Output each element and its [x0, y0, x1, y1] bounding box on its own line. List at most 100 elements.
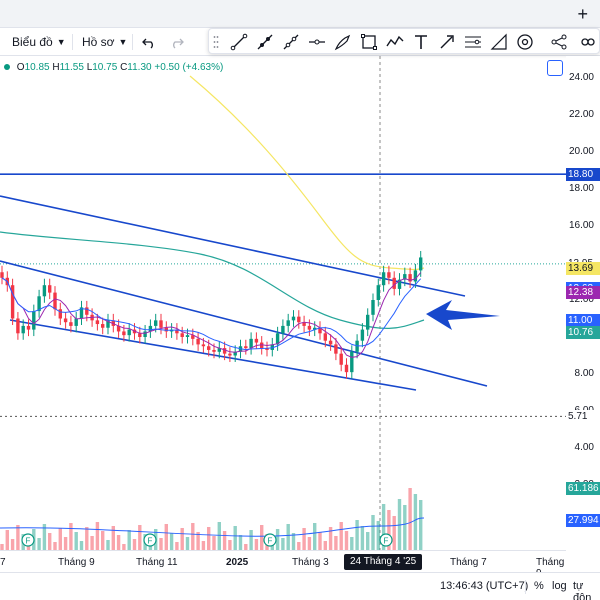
volume-bar	[175, 542, 179, 550]
candle-body	[79, 307, 84, 319]
candle-body	[313, 327, 317, 330]
candle-body	[74, 318, 78, 326]
candle-body	[413, 270, 418, 282]
volume-bar	[397, 499, 402, 550]
candle-body	[350, 351, 354, 373]
volume-bar	[355, 520, 359, 550]
volume-bar	[191, 523, 195, 550]
target-icon[interactable]	[515, 32, 535, 52]
more-icon[interactable]	[577, 32, 597, 52]
time-axis[interactable]: 7 Tháng 9 Tháng 11 2025 Tháng 3 Tháng 7 …	[0, 550, 566, 579]
clock-label: 13:46:43 (UTC+7)	[440, 580, 529, 592]
time-label: Tháng 3	[292, 557, 329, 568]
price-axis[interactable]: 24.0022.0020.0018.0016.0014.0012.0010.00…	[566, 56, 600, 550]
volume-bar	[334, 536, 338, 550]
status-dot-icon	[4, 64, 10, 71]
bottom-divider	[525, 580, 526, 594]
candle-body	[228, 353, 232, 356]
price-badge: 27.994	[566, 514, 600, 527]
candle-body	[397, 279, 402, 289]
log-toggle[interactable]: log	[552, 580, 567, 592]
cursor-date-label: 24 Tháng 4 '25	[344, 554, 423, 570]
price-tick-label: 18.00	[568, 183, 594, 194]
candle-body	[53, 292, 57, 310]
price-badge: 10.76	[566, 325, 600, 339]
share-icon[interactable]	[549, 32, 569, 52]
rectangle-icon[interactable]	[359, 32, 379, 52]
price-badge: 61.186	[566, 482, 600, 495]
candle-body	[58, 309, 62, 319]
horizontal-ray-icon[interactable]	[307, 32, 327, 52]
candle-body	[387, 272, 391, 278]
candle-body	[270, 344, 274, 350]
measure-icon[interactable]	[489, 32, 509, 52]
candle-body	[63, 318, 68, 323]
volume-bar	[212, 536, 216, 550]
candle-body	[249, 338, 253, 349]
auto-toggle[interactable]: tự độn	[573, 580, 592, 600]
bottom-bar: 13:46:43 (UTC+7) % log tự độn	[0, 572, 600, 600]
volume-bar	[53, 542, 57, 550]
chevron-down-icon: ▼	[56, 37, 66, 47]
candle-body	[32, 311, 36, 330]
volume-bar	[403, 505, 407, 550]
undo-button[interactable]	[142, 32, 156, 52]
channel-upper-line	[0, 195, 466, 297]
candle-body	[106, 320, 110, 328]
volume-bar	[302, 528, 306, 550]
candle-body	[403, 274, 407, 280]
volume-bar	[297, 542, 301, 550]
event-marker-icon	[379, 533, 393, 547]
ray-icon[interactable]	[255, 32, 275, 52]
candle-body	[318, 327, 322, 334]
volume-bar	[201, 541, 206, 550]
drag-handle-icon[interactable]	[213, 35, 219, 49]
open-value: 10.85	[24, 62, 50, 73]
path-icon[interactable]	[385, 32, 405, 52]
drawing-toolbar	[208, 28, 600, 54]
trend-line-icon[interactable]	[229, 32, 249, 52]
profile-button[interactable]: Hồ sơ ▼	[82, 32, 127, 52]
brush-icon[interactable]	[333, 32, 353, 52]
volume-bar	[360, 526, 365, 550]
event-marker-icon	[21, 533, 35, 547]
high-value: 11.55	[59, 62, 84, 73]
text-icon[interactable]	[411, 32, 431, 52]
parallel-channel-icon[interactable]	[463, 32, 483, 52]
candle-body	[138, 333, 142, 337]
volume-bar	[249, 530, 253, 550]
volume-bar	[328, 527, 333, 550]
time-label: Tháng 9	[58, 557, 95, 568]
moving-average-yellow	[189, 75, 425, 271]
volume-bar	[122, 544, 126, 550]
volume-bar	[79, 541, 84, 550]
time-label: 7	[0, 557, 6, 568]
change-value: +0.50 (+4.63%)	[154, 62, 224, 73]
candle-body	[281, 325, 285, 334]
moving-average-purple	[1, 272, 422, 358]
arrow-icon[interactable]	[437, 32, 457, 52]
volume-bar	[217, 522, 221, 550]
candle-body	[95, 320, 100, 325]
channel-middle-line	[0, 260, 488, 387]
candle-body	[143, 331, 147, 337]
scale-toggle-button[interactable]	[547, 60, 563, 76]
candle-body	[233, 351, 237, 356]
price-tick-label: 4.00	[574, 442, 594, 453]
candle-body	[376, 285, 380, 300]
chart-type-button[interactable]: Biểu đồ ▼	[12, 32, 66, 52]
volume-bar	[281, 538, 285, 550]
candle-body	[201, 344, 206, 347]
percent-toggle[interactable]: %	[534, 580, 544, 592]
volume-bar	[408, 488, 412, 550]
annotation-arrow-icon	[426, 300, 500, 330]
add-tab-icon[interactable]: +	[577, 4, 588, 24]
volume-bar	[85, 527, 89, 550]
volume-bar	[74, 532, 78, 550]
volume-bar	[318, 532, 322, 550]
candle-body	[244, 346, 248, 349]
volume-bar	[244, 544, 248, 550]
extended-line-icon[interactable]	[281, 32, 301, 52]
redo-button[interactable]	[170, 32, 184, 52]
